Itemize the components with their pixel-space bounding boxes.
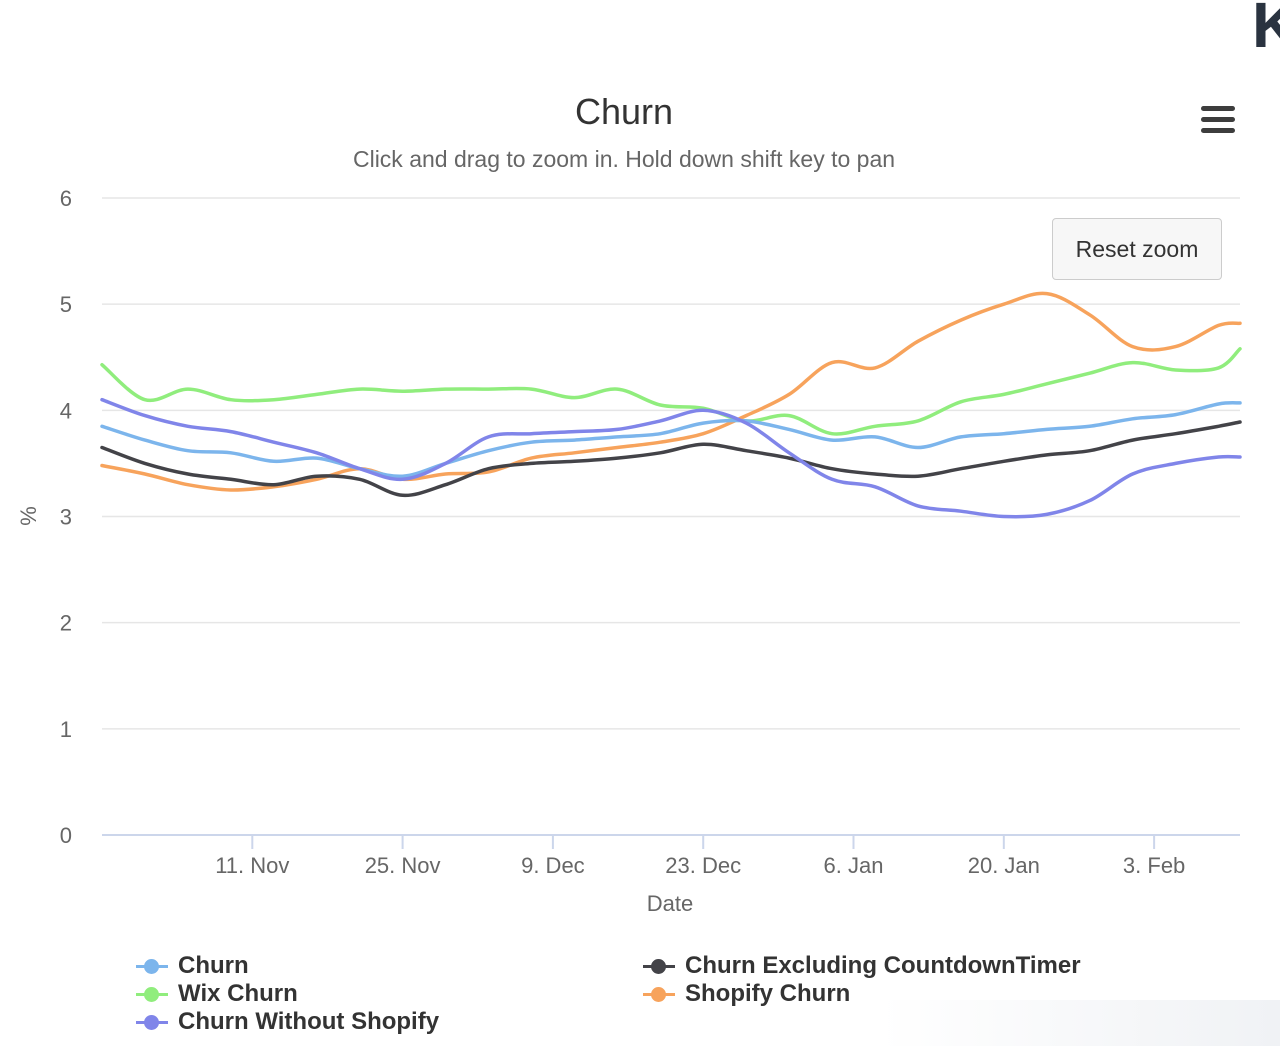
chart-subtitle: Click and drag to zoom in. Hold down shi… [353,146,895,172]
legend-label-churn: Churn [178,952,249,979]
x-tick-label: 23. Dec [665,853,741,878]
y-tick-label: 4 [60,398,72,423]
legend-marker-churn-without-shopify [136,1015,168,1030]
y-axis-title: % [16,506,41,526]
series-line-shopify-churn[interactable] [100,291,1242,492]
chart-legend: Churn Wix Churn Churn Without Shopify Ch… [136,952,1236,1042]
x-axis-title: Date [647,891,693,916]
x-axis: 11. Nov 25. Nov 9. Dec 23. Dec 6. Jan 20. Jan… [102,834,1240,878]
gridlines [102,197,1240,730]
legend-label-churn-without-shopify: Churn Without Shopify [178,1008,440,1035]
legend-item-churn[interactable]: Churn [136,952,249,980]
reset-zoom-button[interactable]: Reset zoom [1052,218,1222,280]
series-line-churn-without-shopify[interactable] [100,397,1242,519]
x-tick-label: 25. Nov [365,853,441,878]
y-tick-label: 0 [60,823,72,848]
y-tick-label: 5 [60,292,72,317]
bottom-fade [880,1000,1280,1046]
corner-glyph: K [1252,0,1280,61]
chart-menu-button[interactable] [1196,100,1240,140]
x-tick-label: 20. Jan [968,853,1040,878]
y-tick-label: 3 [60,505,72,530]
y-tick-label: 1 [60,717,72,742]
series-line-churn-excluding-countdowntimer[interactable] [100,420,1242,498]
legend-label-shopify-churn: Shopify Churn [685,980,851,1007]
series-lines [100,291,1242,519]
y-tick-label: 2 [60,611,72,636]
legend-item-wix-churn[interactable]: Wix Churn [136,980,298,1008]
legend-marker-wix-churn [136,987,168,1002]
legend-item-churn-excluding-countdowntimer[interactable]: Churn Excluding CountdownTimer [643,952,1081,980]
y-axis-labels: 0 1 2 3 4 5 6 [60,186,72,848]
series-line-wix-churn[interactable] [100,347,1242,436]
legend-item-shopify-churn[interactable]: Shopify Churn [643,980,850,1008]
x-tick-label: 9. Dec [521,853,585,878]
x-tick-label: 6. Jan [824,853,884,878]
y-tick-label: 6 [60,186,72,211]
x-tick-label: 11. Nov [215,853,289,878]
legend-label-wix-churn: Wix Churn [178,980,298,1007]
chart-title: Churn [575,91,673,132]
legend-marker-shopify-churn [643,987,675,1002]
x-tick-label: 3. Feb [1123,853,1185,878]
legend-marker-churn-excluding-countdowntimer [643,959,675,974]
series-line-churn[interactable] [100,401,1242,478]
legend-label-churn-excluding-countdowntimer: Churn Excluding CountdownTimer [685,952,1081,979]
legend-item-churn-without-shopify[interactable]: Churn Without Shopify [136,1008,439,1036]
legend-marker-churn [136,959,168,974]
